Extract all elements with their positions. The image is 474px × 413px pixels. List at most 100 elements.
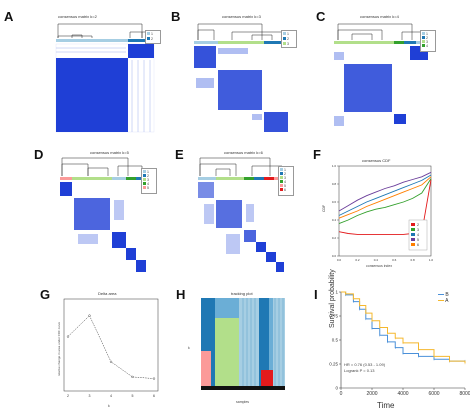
axis-ticks: 0.0 0.2 0.4 0.6 0.8 1.0 0.0 0.2 0.4 0.6 0.8 1.0: [332, 164, 434, 262]
cluster-bar-3: [72, 177, 112, 180]
y-tick-label: 0.8: [332, 182, 337, 186]
legend-entry: 2: [150, 37, 153, 41]
legend-entry: 2: [286, 37, 289, 41]
legend-entry: 1: [286, 32, 289, 36]
cluster-bar-5: [60, 177, 72, 180]
x-tick-label: 0.4: [374, 258, 379, 262]
panel-i-xlabel: Time: [377, 401, 395, 410]
legend-entry-b: B: [445, 292, 449, 298]
panel-g-ylabel: relative change in area under CDF curve: [57, 321, 61, 376]
delta-area-point: [131, 375, 134, 379]
panel-g-xlabel: k: [108, 404, 110, 408]
delta-area-point: [152, 377, 156, 380]
y-tick-label: 0.5: [332, 338, 339, 343]
legend-entry: 5: [146, 186, 149, 190]
legend-entry: 3: [283, 176, 286, 180]
legend-entry: 3: [417, 228, 419, 232]
panel-e-consensus-matrix: [198, 157, 284, 272]
y-tick-label: 0.0: [332, 254, 337, 258]
panel-a-title: consensus matrix k=2: [58, 14, 97, 19]
cluster-bar-4: [394, 41, 404, 44]
cluster-bar-4: [244, 177, 254, 180]
legend-entry: 5: [283, 184, 286, 188]
legend-entry: 1: [150, 32, 153, 36]
tracking-cell-pink: [201, 351, 211, 390]
panel-b-title: consensus matrix k=3: [222, 14, 261, 19]
delta-area-line: [67, 315, 155, 379]
y-tick-label: 1: [335, 290, 338, 295]
legend-swatch: [411, 228, 415, 231]
matrix-block-1: [194, 46, 216, 68]
legend-entry: 2: [283, 172, 286, 176]
legend-entry: 4: [146, 182, 149, 186]
panel-f-title: consensus CDF: [362, 158, 391, 163]
cluster-bar-2: [254, 177, 264, 180]
legend-box: [408, 219, 428, 251]
axis-ticks: 2 3 4 5 6: [67, 394, 155, 398]
matrix-block-1: [56, 58, 128, 132]
legend-entry: 4: [425, 44, 428, 48]
panel-d-title: consensus matrix k=5: [90, 150, 129, 155]
dendrogram: [57, 23, 153, 38]
legend-entry: 4: [417, 233, 419, 237]
panel-d-legend: 1 2 3 4 5: [141, 168, 157, 194]
cluster-bar-2: [128, 39, 154, 42]
x-tick-label: 2: [67, 394, 69, 398]
cluster-bar-4: [126, 177, 136, 180]
panel-label-h: H: [176, 287, 186, 302]
panel-f-xlabel: consensus index: [366, 264, 393, 268]
x-tick-label: 1.0: [429, 258, 434, 262]
y-tick-label: 0.25: [329, 362, 338, 367]
legend-entry: 2: [417, 223, 419, 227]
panel-h-ylabel: k: [188, 346, 190, 350]
matrix-block-2: [128, 44, 154, 58]
legend-entry: 5: [417, 238, 419, 242]
panel-f-cdf-chart: 0.0 0.2 0.4 0.6 0.8 1.0 0.0 0.2 0.4 0.6 0.8 1.0 234…: [332, 164, 434, 262]
dendrogram: [61, 157, 143, 176]
cdf-line-k3: [338, 178, 432, 225]
delta-area-point: [88, 314, 91, 317]
cluster-bar-1: [194, 41, 218, 44]
y-tick-label: 0.75: [329, 314, 338, 319]
x-tick-label: 6000: [428, 391, 439, 397]
panel-f-ylabel: CDF: [322, 204, 326, 212]
panel-i-logrank: Logrank P = 0.13: [344, 368, 375, 373]
km-curve-a: [341, 291, 466, 364]
legend-entry: 3: [425, 40, 428, 44]
tracking-bottom-bar: [201, 386, 285, 390]
panel-i-ylabel: Survival probability: [329, 269, 336, 328]
legend-entry: 1: [146, 170, 149, 174]
km-curves: [341, 291, 466, 365]
cdf-line-k5: [338, 171, 432, 212]
panel-h-title: tracking plot: [231, 291, 253, 296]
matrix-block-1: [60, 182, 72, 196]
panel-e-legend: 1 2 3 4 5 6: [278, 166, 294, 196]
y-tick-label: 0.6: [332, 200, 337, 204]
panel-label-f: F: [313, 147, 321, 162]
cluster-bar-3: [218, 41, 264, 44]
panel-label-e: E: [175, 147, 184, 162]
x-tick-label: 4000: [397, 391, 408, 397]
x-tick-label: 0.6: [392, 258, 397, 262]
panel-a-consensus-matrix: [55, 23, 155, 133]
y-tick-label: 0: [335, 386, 338, 391]
tracking-col-4: [259, 298, 269, 390]
panel-h-xlabel: samples: [236, 400, 250, 404]
legend-swatch: [411, 238, 415, 241]
legend-entry: 1: [425, 32, 428, 36]
panel-a-legend: 1 2: [145, 30, 161, 44]
panel-c-consensus-matrix: [334, 23, 428, 132]
matrix-block-5: [136, 260, 146, 272]
panel-d-consensus-matrix: [60, 157, 146, 272]
cluster-bar-3: [216, 177, 244, 180]
cdf-line-k4: [338, 174, 432, 216]
dendrogram: [337, 23, 425, 40]
delta-area-point: [66, 335, 70, 338]
matrix-noise: [204, 204, 254, 254]
legend-entry: 6: [283, 188, 286, 192]
matrix-noise: [196, 48, 262, 120]
cluster-bar-6: [264, 177, 274, 180]
legend-entry: 4: [283, 180, 286, 184]
matrix-block-3: [244, 230, 256, 242]
